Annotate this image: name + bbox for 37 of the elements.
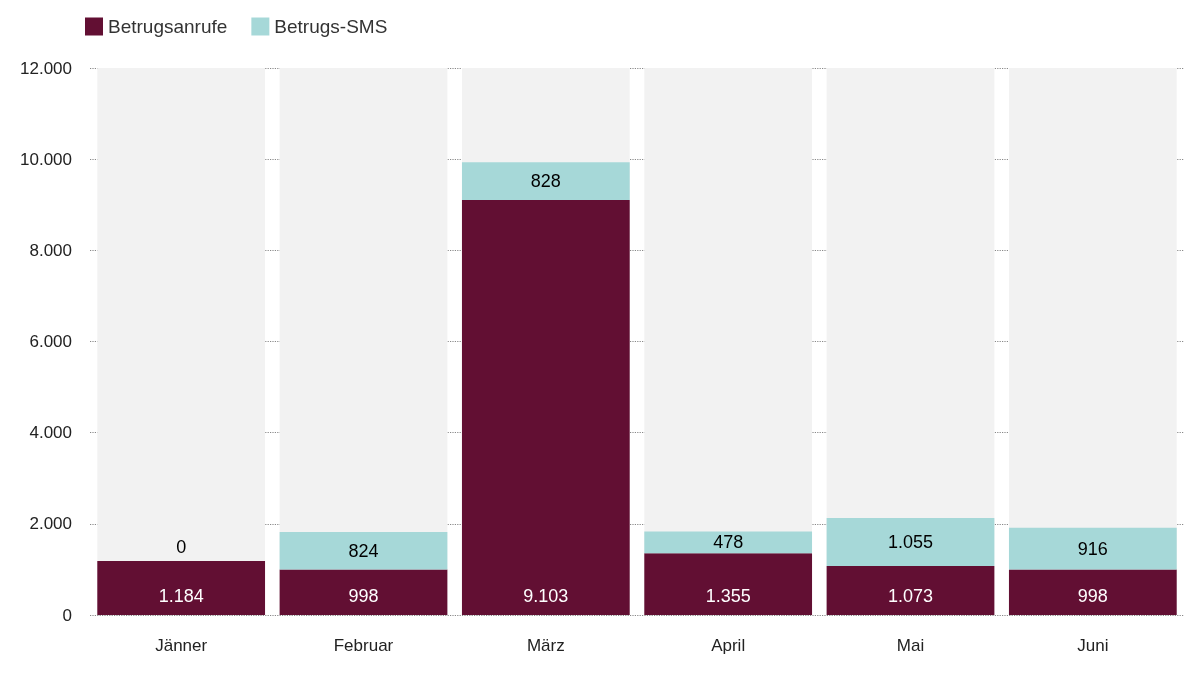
bar xyxy=(97,561,266,615)
data-label: 478 xyxy=(713,532,744,553)
x-tick-label: März xyxy=(526,636,565,655)
data-label: 1.355 xyxy=(705,586,751,606)
bar xyxy=(826,566,995,615)
bar xyxy=(1008,569,1177,615)
bar xyxy=(461,200,630,615)
bar xyxy=(1008,527,1177,570)
data-label: 1.055 xyxy=(887,532,934,553)
y-tick-label: 8.000 xyxy=(29,240,72,260)
y-tick-label: 6.000 xyxy=(29,332,72,351)
data-label: 916 xyxy=(1077,538,1108,559)
y-tick-label: 4.000 xyxy=(29,423,72,443)
bar xyxy=(279,569,448,615)
bar xyxy=(826,518,995,567)
legend-label: Betrugsanrufe xyxy=(108,16,228,37)
bar xyxy=(644,553,813,615)
bar xyxy=(644,531,813,554)
data-label: 828 xyxy=(530,171,561,192)
data-label: 998 xyxy=(1077,586,1108,606)
y-tick-label: 10.000 xyxy=(20,149,72,169)
x-tick-label: Mai xyxy=(896,636,925,655)
y-tick-label: 0 xyxy=(62,605,72,625)
y-tick-label: 12.000 xyxy=(20,58,72,78)
data-label: 1.184 xyxy=(158,586,204,606)
x-tick-label: April xyxy=(711,636,746,655)
y-tick-label: 2.000 xyxy=(29,514,72,534)
data-label: 0 xyxy=(176,537,187,558)
x-tick-label: Februar xyxy=(333,636,394,655)
data-label: 9.103 xyxy=(523,586,569,606)
legend-label: Betrugs-SMS xyxy=(274,16,388,37)
data-label: 998 xyxy=(348,586,379,606)
bar xyxy=(279,531,448,570)
data-label: 824 xyxy=(348,540,379,561)
x-tick-label: Jänner xyxy=(155,636,208,655)
x-tick-label: Juni xyxy=(1077,636,1109,655)
data-label: 1.073 xyxy=(887,586,934,606)
